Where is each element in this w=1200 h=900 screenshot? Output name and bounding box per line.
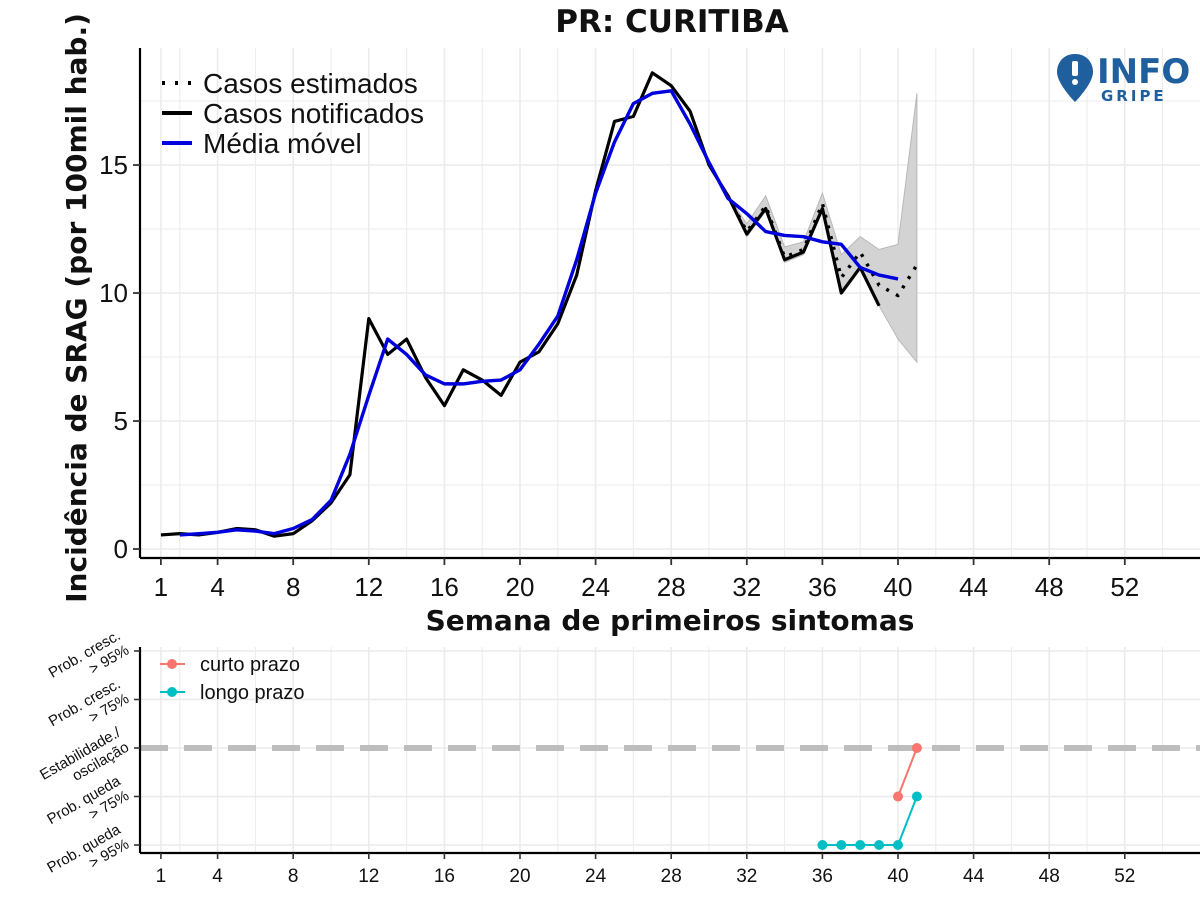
x-tick-label: 8: [286, 572, 300, 602]
y-axis-title: Incidência de SRAG (por 100mil hab.): [60, 13, 93, 603]
y-tick-label: 10: [99, 278, 128, 308]
bottom-x-tick-label: 1: [156, 866, 167, 887]
legend-key-curto: [167, 659, 177, 669]
x-tick-label: 1: [154, 572, 168, 602]
bottom-tick-labels: 1 4 8 12 16 20 24 28 32 36 40 44 48 52: [156, 853, 1135, 887]
bottom-x-tick-label: 40: [887, 866, 908, 887]
x-tick-label: 28: [657, 572, 686, 602]
y-tick-label: 15: [99, 150, 128, 180]
top-axes: [138, 48, 1200, 560]
x-tick-label: 48: [1035, 572, 1064, 602]
confidence-band: [727, 93, 918, 364]
legend-label-notificados: Casos notificados: [203, 98, 424, 129]
bottom-series-group: [817, 743, 922, 850]
bottom-x-tick-label: 44: [963, 866, 985, 887]
point-longo-prazo: [817, 840, 828, 850]
series-line-curto-prazo: [897, 747, 918, 797]
y-tick-label: 5: [114, 406, 128, 436]
x-tick-label: 4: [210, 572, 224, 602]
x-tick-label: 32: [732, 572, 761, 602]
point-longo-prazo: [874, 840, 885, 850]
point-longo-prazo: [893, 840, 903, 850]
legend-label-estimados: Casos estimados: [203, 68, 418, 99]
bottom-x-tick-label: 4: [212, 866, 223, 887]
chart-title: PR: CURITIBA: [555, 4, 788, 40]
x-tick-label: 12: [354, 572, 383, 602]
x-tick-label: 44: [959, 572, 988, 602]
x-axis-title: Semana de primeiros sintomas: [426, 604, 915, 637]
bottom-x-tick-label: 28: [661, 866, 682, 887]
x-tick-label: 20: [506, 572, 535, 602]
bottom-x-tick-label: 48: [1039, 866, 1060, 887]
bottom-x-tick-label: 16: [434, 866, 455, 887]
y-tick-label: 0: [114, 534, 128, 564]
legend-label-longo: longo prazo: [200, 682, 305, 704]
x-tick-label: 24: [581, 572, 610, 602]
point-longo-prazo: [855, 840, 866, 850]
bottom-x-tick-label: 12: [358, 866, 379, 887]
top-gridlines: [140, 48, 1200, 558]
bottom-gridlines: [140, 647, 1200, 853]
series-line-m-dia-m-vel: [179, 89, 899, 537]
bottom-x-tick-label: 24: [585, 866, 607, 887]
top-legend: Casos estimados Casos notificados Média …: [162, 68, 424, 159]
point-longo-prazo: [836, 840, 847, 850]
logo-text-info: INFO: [1097, 52, 1190, 92]
point-curto-prazo: [911, 743, 922, 753]
x-tick-label: 36: [808, 572, 837, 602]
legend-label-curto: curto prazo: [200, 654, 300, 676]
bottom-x-tick-label: 52: [1114, 866, 1135, 887]
x-tick-label: 40: [884, 572, 913, 602]
bottom-y-label-group: Prob. queda> 95%: [44, 821, 132, 877]
legend-label-media: Média móvel: [203, 128, 362, 159]
exclamation-icon: [1072, 61, 1078, 76]
series-line-longo-prazo: [822, 796, 918, 846]
bottom-y-tick-labels: Prob. queda> 95%Prob. queda> 75%Estabili…: [37, 627, 140, 877]
series-line-casos-notificados: [160, 71, 881, 538]
point-longo-prazo: [911, 791, 922, 802]
top-series-group: [160, 71, 919, 538]
bottom-legend: curto prazo longo prazo: [160, 654, 305, 704]
point-curto-prazo: [893, 791, 903, 802]
bottom-x-tick-label: 32: [736, 866, 757, 887]
location-pin-icon: [1057, 54, 1093, 102]
x-tick-label: 16: [430, 572, 459, 602]
bottom-x-tick-label: 36: [812, 866, 833, 887]
bottom-axes: [138, 647, 1200, 855]
logo-text-gripe: GRIPE: [1101, 87, 1167, 105]
bottom-x-tick-label: 8: [288, 866, 299, 887]
infogripe-logo: INFO GRIPE: [1057, 52, 1190, 105]
bottom-x-tick-label: 20: [509, 866, 530, 887]
x-tick-label: 52: [1110, 572, 1139, 602]
legend-key-longo: [167, 687, 177, 697]
